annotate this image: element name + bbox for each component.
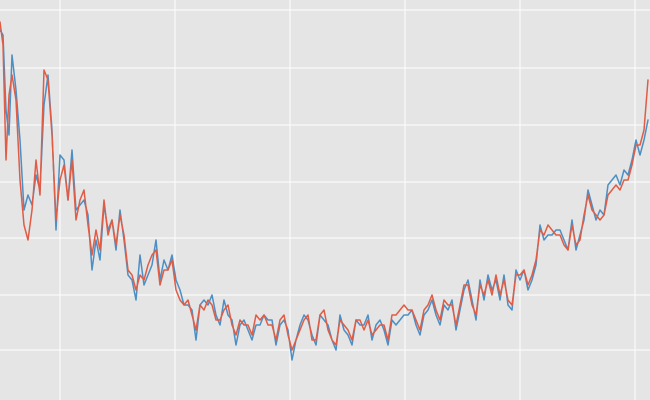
series-line-2 [0, 21, 649, 351]
series-group [0, 21, 649, 361]
